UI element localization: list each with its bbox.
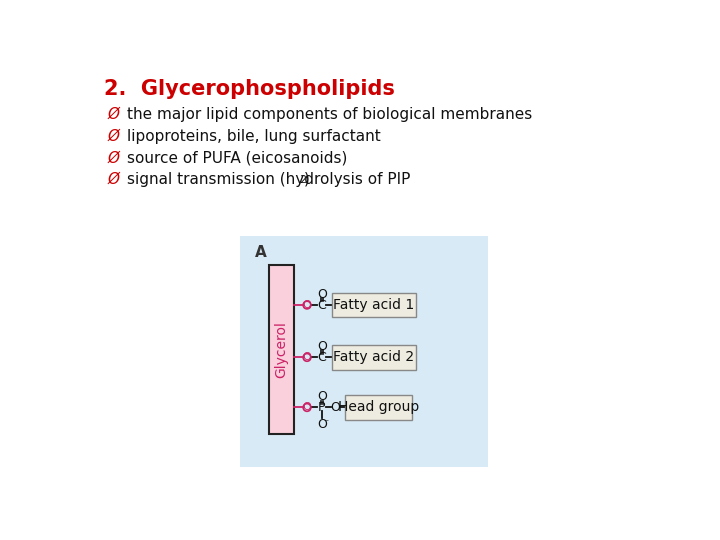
Text: Fatty acid 1: Fatty acid 1 <box>333 298 414 312</box>
FancyBboxPatch shape <box>240 236 487 467</box>
Text: Head group: Head group <box>338 401 419 415</box>
Text: O: O <box>302 402 311 413</box>
Text: ): ) <box>304 172 310 187</box>
Text: O: O <box>317 288 327 301</box>
Text: Ø: Ø <box>107 107 119 122</box>
Text: Glycerol: Glycerol <box>274 321 289 378</box>
FancyBboxPatch shape <box>345 395 412 420</box>
Text: O: O <box>317 390 327 403</box>
Text: O: O <box>302 300 311 310</box>
Text: the major lipid components of biological membranes: the major lipid components of biological… <box>127 107 533 122</box>
FancyBboxPatch shape <box>269 265 294 434</box>
Text: Ø: Ø <box>107 129 119 144</box>
Text: P: P <box>318 401 325 414</box>
Text: Ø: Ø <box>107 150 119 165</box>
Text: O: O <box>317 418 327 431</box>
Text: 2: 2 <box>300 175 307 185</box>
FancyBboxPatch shape <box>332 293 415 318</box>
Text: O: O <box>317 340 327 353</box>
Text: A: A <box>255 245 267 260</box>
Text: O: O <box>330 401 341 414</box>
Text: lipoproteins, bile, lung surfactant: lipoproteins, bile, lung surfactant <box>127 129 381 144</box>
FancyBboxPatch shape <box>332 345 415 370</box>
Text: O: O <box>302 353 311 362</box>
Text: C: C <box>318 299 326 312</box>
Text: Fatty acid 2: Fatty acid 2 <box>333 350 414 365</box>
Text: ⁻: ⁻ <box>324 418 329 428</box>
Text: Ø: Ø <box>107 172 119 187</box>
Text: C: C <box>318 351 326 364</box>
Text: 2.  Glycerophospholipids: 2. Glycerophospholipids <box>104 79 395 99</box>
Text: signal transmission (hydrolysis of PIP: signal transmission (hydrolysis of PIP <box>127 172 410 187</box>
Text: source of PUFA (eicosanoids): source of PUFA (eicosanoids) <box>127 150 348 165</box>
